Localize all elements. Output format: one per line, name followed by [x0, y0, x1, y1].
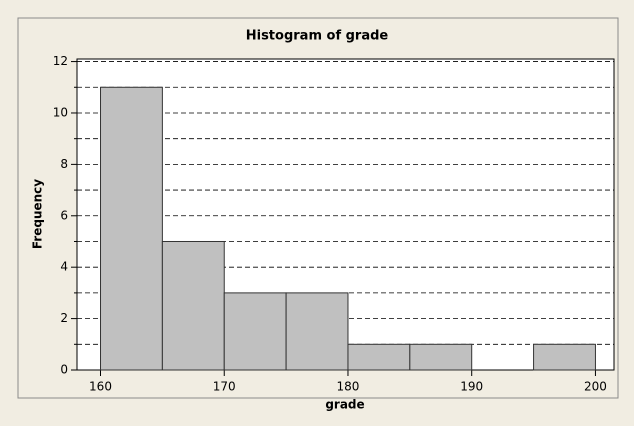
bar: [285, 292, 349, 371]
x-tick-label: 170: [213, 380, 236, 394]
y-tick-label: 6: [60, 208, 68, 222]
bar: [533, 343, 596, 371]
x-tick-label: 160: [89, 380, 112, 394]
bar: [161, 240, 225, 371]
chart-title: Histogram of grade: [246, 29, 389, 44]
y-tick-label: 4: [60, 260, 68, 274]
y-tick-label: 10: [53, 105, 68, 119]
bar: [100, 86, 163, 371]
y-tick-label: 12: [53, 54, 68, 68]
y-axis-label: Frequency: [31, 179, 45, 249]
bar: [223, 292, 287, 371]
y-tick-label: 0: [60, 363, 68, 377]
x-tick-label: 190: [460, 380, 483, 394]
bar: [409, 343, 473, 371]
x-axis-label: grade: [325, 398, 364, 412]
y-tick-label: 8: [60, 157, 68, 171]
bar: [347, 343, 411, 371]
x-tick-label: 180: [337, 380, 360, 394]
y-tick-label: 2: [60, 311, 68, 325]
x-tick-label: 200: [584, 380, 607, 394]
